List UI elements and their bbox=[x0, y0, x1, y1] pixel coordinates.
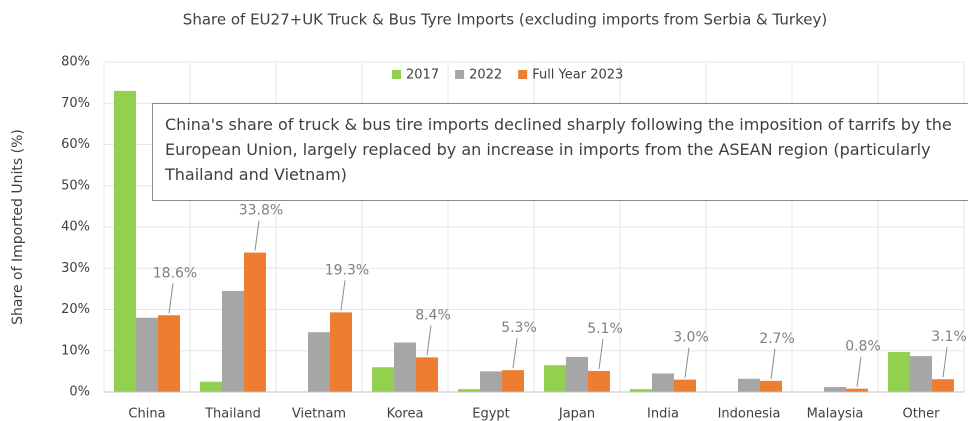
leader-line bbox=[684, 347, 690, 378]
bar bbox=[136, 317, 158, 392]
bar bbox=[760, 380, 782, 392]
bar bbox=[158, 315, 180, 392]
data-label: 3.1% bbox=[931, 329, 967, 345]
leader-line bbox=[168, 283, 174, 314]
bar bbox=[566, 356, 588, 392]
x-tick-label: India bbox=[647, 407, 679, 421]
bar bbox=[458, 389, 480, 392]
y-tick-label: 60% bbox=[61, 137, 90, 152]
y-tick-label: 70% bbox=[61, 96, 90, 111]
y-tick-label: 50% bbox=[61, 178, 90, 193]
y-tick-label: 10% bbox=[61, 343, 90, 358]
leader-line bbox=[512, 338, 518, 369]
legend-label: Full Year 2023 bbox=[532, 68, 623, 83]
bar bbox=[394, 342, 416, 392]
bar bbox=[588, 370, 610, 392]
legend-swatch bbox=[455, 70, 465, 79]
x-tick-label: China bbox=[128, 407, 165, 421]
x-tick-label: Japan bbox=[558, 407, 595, 421]
bar bbox=[674, 379, 696, 392]
y-tick-label: 30% bbox=[61, 261, 90, 276]
bar bbox=[544, 365, 566, 392]
x-tick-label: Malaysia bbox=[807, 407, 864, 421]
bar bbox=[114, 90, 136, 392]
data-label: 5.1% bbox=[587, 321, 623, 337]
bar bbox=[480, 371, 502, 392]
x-tick-label: Other bbox=[903, 407, 941, 421]
data-label: 5.3% bbox=[501, 320, 537, 336]
data-label: 2.7% bbox=[759, 331, 795, 347]
data-label: 8.4% bbox=[415, 307, 451, 323]
legend-swatch bbox=[518, 70, 528, 79]
leader-line bbox=[598, 338, 604, 370]
y-axis-label: Share of Imported Units (%) bbox=[10, 129, 26, 325]
leader-line bbox=[942, 347, 948, 378]
bar bbox=[330, 312, 352, 392]
data-label: 18.6% bbox=[153, 265, 197, 281]
x-tick-label: Indonesia bbox=[718, 407, 781, 421]
bar bbox=[200, 381, 222, 392]
bar bbox=[888, 351, 910, 392]
leader-line bbox=[856, 356, 862, 387]
bar bbox=[738, 378, 760, 392]
bar bbox=[824, 387, 846, 392]
x-tick-label: Korea bbox=[387, 407, 424, 421]
bar bbox=[630, 389, 652, 392]
legend-swatch bbox=[392, 70, 401, 79]
x-tick-label: Thailand bbox=[204, 407, 261, 421]
bar bbox=[652, 373, 674, 392]
y-tick-label: 40% bbox=[61, 220, 90, 235]
leader-line bbox=[254, 220, 260, 251]
leader-line bbox=[340, 280, 346, 311]
legend-label: 2022 bbox=[469, 68, 502, 83]
data-label: 33.8% bbox=[239, 203, 283, 219]
data-label: 0.8% bbox=[845, 339, 881, 355]
data-label: 3.0% bbox=[673, 330, 709, 346]
y-tick-label: 20% bbox=[61, 302, 90, 317]
legend-label: 2017 bbox=[406, 68, 439, 83]
bar bbox=[932, 379, 954, 392]
bar bbox=[244, 252, 266, 392]
bar bbox=[222, 290, 244, 392]
bar bbox=[416, 357, 438, 392]
x-tick-label: Egypt bbox=[472, 407, 510, 421]
leader-line bbox=[426, 325, 432, 356]
x-tick-label: Vietnam bbox=[292, 407, 346, 421]
data-label: 19.3% bbox=[325, 262, 369, 278]
leader-line bbox=[770, 348, 776, 379]
annotation: China's share of truck & bus tire import… bbox=[152, 103, 968, 201]
bar bbox=[308, 332, 330, 392]
y-tick-label: 0% bbox=[69, 385, 90, 400]
y-tick-label: 80% bbox=[61, 55, 90, 70]
bar bbox=[502, 370, 524, 392]
bar bbox=[910, 356, 932, 392]
bar bbox=[846, 388, 868, 392]
bar bbox=[372, 367, 394, 392]
chart-title: Share of EU27+UK Truck & Bus Tyre Import… bbox=[183, 11, 827, 29]
